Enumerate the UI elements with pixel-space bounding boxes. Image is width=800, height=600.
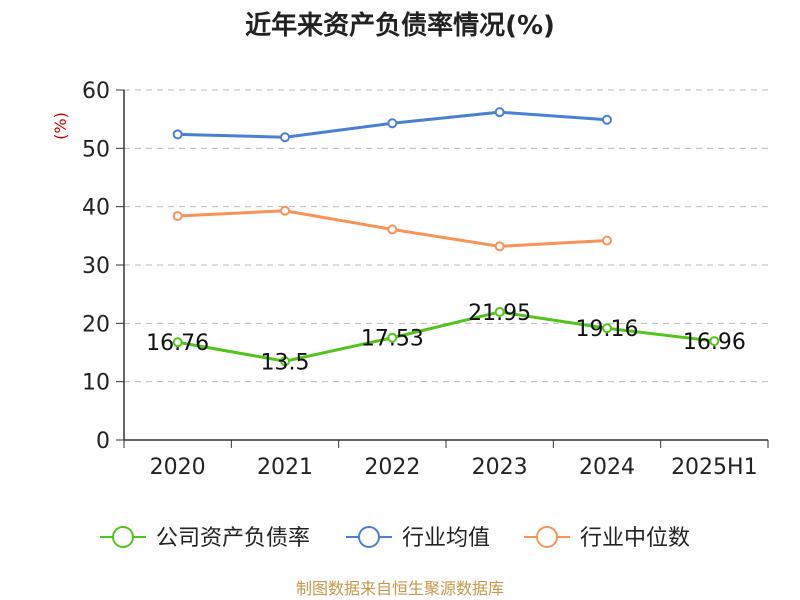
legend-marker	[112, 526, 134, 548]
legend-label: 行业均值	[402, 526, 490, 551]
data-point	[280, 356, 290, 367]
y-tick-label: 40	[82, 196, 110, 221]
y-tick-label: 60	[82, 79, 110, 104]
x-tick-label: 2020	[150, 455, 206, 480]
axes: 0 10 20 30 40 50 60 2020 2021 2022 2023 2024 2025H1	[82, 79, 769, 480]
series-line	[177, 310, 715, 363]
data-point	[280, 132, 290, 143]
x-tick-label: 2025H1	[671, 455, 758, 480]
data-label: 17.53	[361, 327, 424, 352]
grid-lines	[124, 89, 768, 383]
x-tick-label: 2024	[579, 455, 635, 480]
y-tick-label: 20	[82, 312, 110, 337]
data-label: 16.96	[683, 330, 746, 355]
data-point	[387, 224, 398, 235]
data-point	[494, 107, 505, 118]
x-tick-label: 2022	[364, 455, 420, 480]
data-point	[280, 205, 290, 216]
data-point	[387, 332, 398, 343]
series-lines	[172, 107, 720, 367]
data-point	[602, 235, 612, 246]
data-point	[709, 336, 720, 347]
x-tick-label: 2021	[257, 455, 313, 480]
data-point	[172, 211, 183, 221]
data-label: 13.5	[261, 350, 310, 375]
y-tick-label: 30	[82, 254, 110, 279]
data-point	[494, 306, 505, 317]
legend-marker	[358, 526, 380, 548]
y-tick-label: 0	[96, 429, 110, 454]
data-point	[172, 129, 183, 140]
y-tick-label: 50	[82, 137, 110, 162]
data-point	[172, 337, 183, 348]
data-label: 21.95	[468, 301, 531, 326]
data-label: 19.16	[576, 317, 639, 342]
data-labels: 16.76 13.5 17.53 21.95 19.16 16.96	[146, 301, 746, 375]
y-tick-label: 10	[82, 371, 110, 396]
data-point	[494, 241, 505, 252]
data-point	[387, 118, 398, 129]
source-note: 制图数据来自恒生聚源数据库	[296, 579, 504, 598]
legend-marker	[536, 526, 558, 548]
x-tick-label: 2023	[472, 455, 528, 480]
data-label: 16.76	[146, 331, 209, 356]
legend-label: 行业中位数	[580, 526, 690, 551]
legend: 公司资产负债率 行业均值 行业中位数	[100, 526, 690, 551]
data-point	[602, 323, 612, 334]
y-axis-unit-label: (%)	[51, 112, 70, 140]
chart-title: 近年来资产负债率情况(%)	[245, 10, 555, 41]
data-point	[602, 114, 612, 125]
legend-label: 公司资产负债率	[156, 526, 310, 551]
